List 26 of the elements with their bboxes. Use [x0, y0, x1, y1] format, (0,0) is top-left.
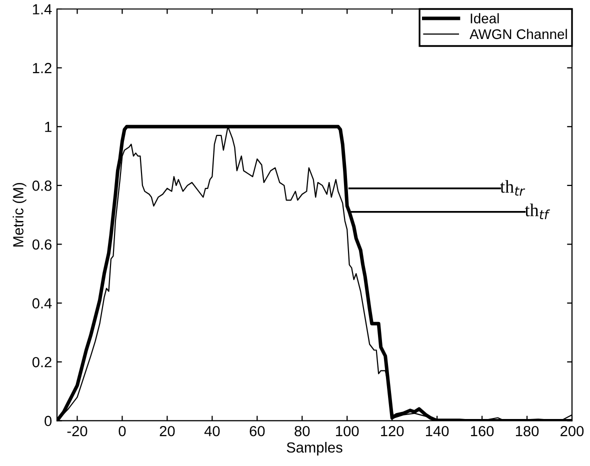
x-tick-label: -20	[67, 426, 88, 436]
x-tick-label: 60	[250, 426, 265, 436]
y-tick-label: 0.2	[32, 356, 52, 368]
annotation: th$_{tf}$	[524, 204, 550, 220]
x-tick-label: 80	[294, 426, 310, 436]
x-tick-label: 40	[204, 426, 220, 436]
y-tick-label: 1.4	[32, 4, 52, 14]
x-tick-label: 120	[381, 426, 404, 436]
legend-label: AWGN Channel	[470, 28, 567, 40]
y-tick-label: 1	[45, 122, 52, 132]
y-tick-label: 1.2	[32, 62, 52, 74]
y-tick-label: 0.8	[32, 180, 52, 191]
y-axis-title: Metric (M)	[12, 182, 26, 246]
annotation: th$_{tr}$	[500, 180, 526, 196]
y-tick-label: 0	[44, 416, 52, 426]
legend-label: Ideal	[470, 13, 499, 24]
x-tick-label: 20	[160, 426, 175, 436]
y-tick-label: 0.4	[32, 298, 52, 308]
x-tick-label: 200	[560, 426, 584, 436]
x-tick-label: 0	[118, 426, 126, 436]
x-tick-label: 100	[336, 426, 359, 436]
x-tick-label: 140	[426, 426, 449, 436]
x-axis-title: Samples	[286, 442, 342, 456]
x-tick-label: 160	[470, 426, 494, 436]
x-tick-label: 180	[516, 426, 539, 436]
y-tick-label: 0.6	[32, 239, 52, 250]
